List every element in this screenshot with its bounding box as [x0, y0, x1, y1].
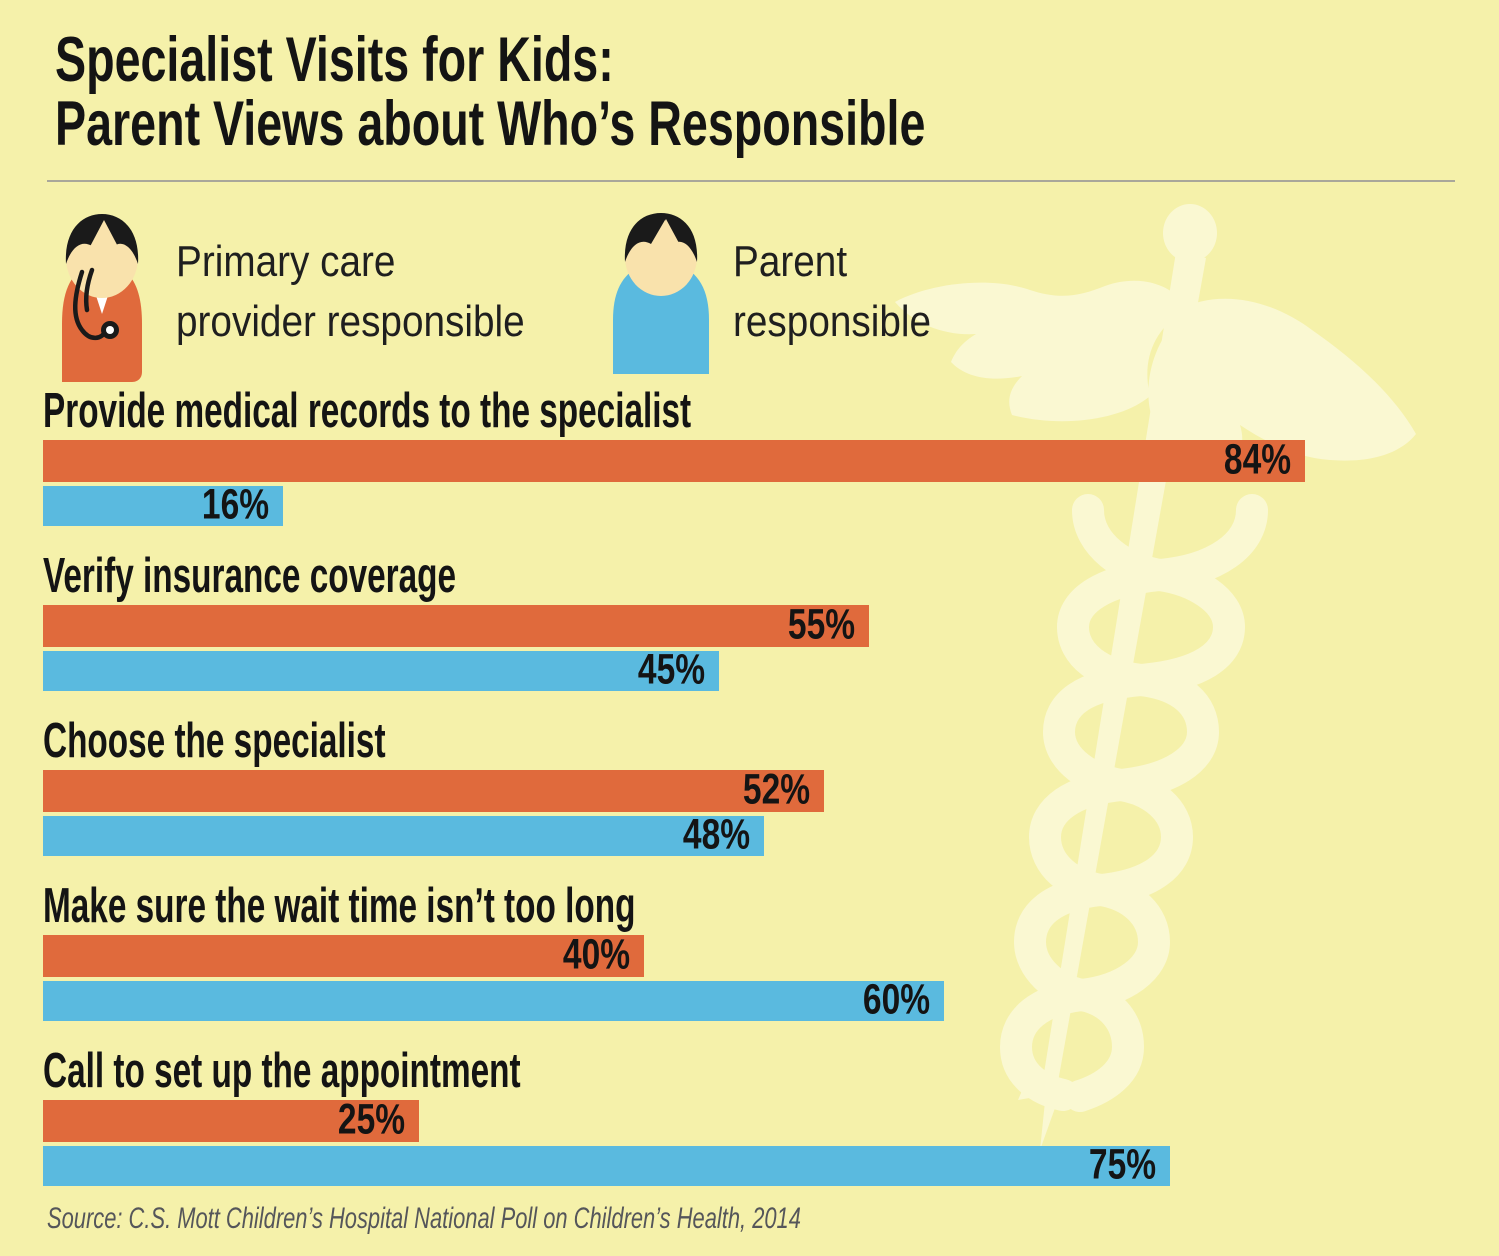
pcp-bar: 25% [43, 1096, 419, 1144]
bar-value-label: 60% [862, 975, 930, 1024]
category-label: Make sure the wait time isn’t too long [43, 879, 636, 933]
parent-bar: 60% [43, 976, 944, 1024]
doctor-icon [62, 214, 142, 382]
title-line-1: Specialist Visits for Kids: [55, 25, 614, 95]
legend-pcp-line-2: provider responsible [176, 297, 525, 346]
source-note: Source: C.S. Mott Children’s Hospital Na… [47, 1202, 801, 1235]
bar-group-3: Choose the specialist 52% 48% [43, 716, 1499, 866]
pcp-bar: 84% [43, 436, 1305, 484]
title-divider [47, 180, 1455, 182]
bar-value-label: 55% [787, 600, 855, 649]
bar-group-1: Provide medical records to the specialis… [43, 386, 1499, 536]
bar-value-label: 75% [1088, 1140, 1156, 1189]
page-title: Specialist Visits for Kids: Parent Views… [55, 28, 1231, 156]
bar-value-label: 40% [562, 930, 630, 979]
parent-bar: 16% [43, 481, 283, 529]
category-label: Provide medical records to the specialis… [43, 384, 692, 438]
pcp-bar: 52% [43, 766, 824, 814]
title-line-2: Parent Views about Who’s Responsible [55, 89, 926, 159]
parent-bar: 48% [43, 811, 764, 859]
legend-label-parent: Parent responsible [733, 232, 931, 352]
legend-parent-line-2: responsible [733, 297, 932, 346]
category-label: Choose the specialist [43, 714, 386, 768]
bar-value-label: 52% [742, 765, 810, 814]
category-label: Verify insurance coverage [43, 549, 457, 603]
parent-icon [613, 213, 709, 374]
legend-parent-line-1: Parent [733, 237, 848, 286]
bar-value-label: 48% [682, 810, 750, 859]
bar-group-4: Make sure the wait time isn’t too long 40… [43, 881, 1499, 1031]
bar-group-5: Call to set up the appointment 25% 75% [43, 1046, 1499, 1196]
legend-pcp-line-1: Primary care [176, 237, 396, 286]
pcp-bar: 40% [43, 931, 644, 979]
category-label: Call to set up the appointment [43, 1044, 521, 1098]
parent-bar: 75% [43, 1141, 1170, 1189]
bar-group-2: Verify insurance coverage 55% 45% [43, 551, 1499, 701]
parent-bar: 45% [43, 646, 719, 694]
bar-value-label: 25% [337, 1095, 405, 1144]
bar-value-label: 45% [637, 645, 705, 694]
bar-value-label: 84% [1223, 435, 1291, 484]
bar-value-label: 16% [201, 480, 269, 529]
pcp-bar: 55% [43, 601, 869, 649]
legend-label-pcp: Primary care provider responsible [176, 232, 525, 352]
